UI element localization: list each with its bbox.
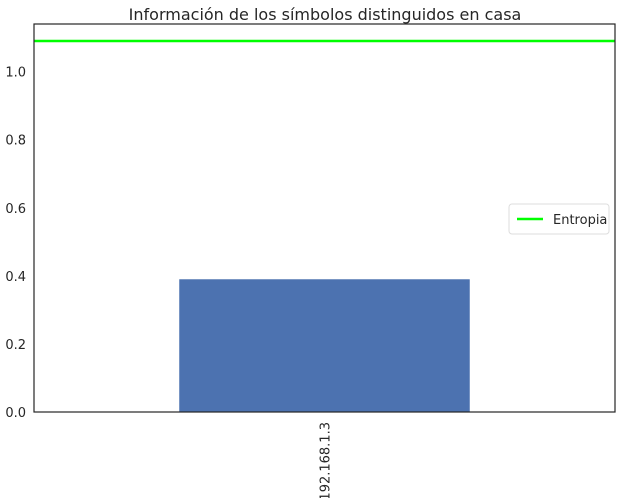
legend-label: Entropia [553,213,607,228]
legend: Entropia [508,203,610,235]
y-tick-label: 1.0 [5,66,26,81]
y-axis-ticks: 0.0 0.2 0.4 0.6 0.8 1.0 [5,66,26,421]
y-tick-label: 0.2 [5,338,26,353]
y-tick-label: 0.6 [5,202,26,217]
y-tick-label: 0.4 [5,270,26,285]
bar-192.168.1.3 [179,279,470,412]
bars-layer [179,279,470,412]
y-tick-label: 0.0 [5,406,26,421]
x-tick-label: 192.168.1.3 [319,422,334,498]
x-axis-ticks: 192.168.1.3 [319,422,334,501]
chart-title: Información de los símbolos distinguidos… [129,5,522,24]
plot-area-frame [33,23,616,413]
legend-box [508,203,610,235]
y-tick-label: 0.8 [5,134,26,149]
